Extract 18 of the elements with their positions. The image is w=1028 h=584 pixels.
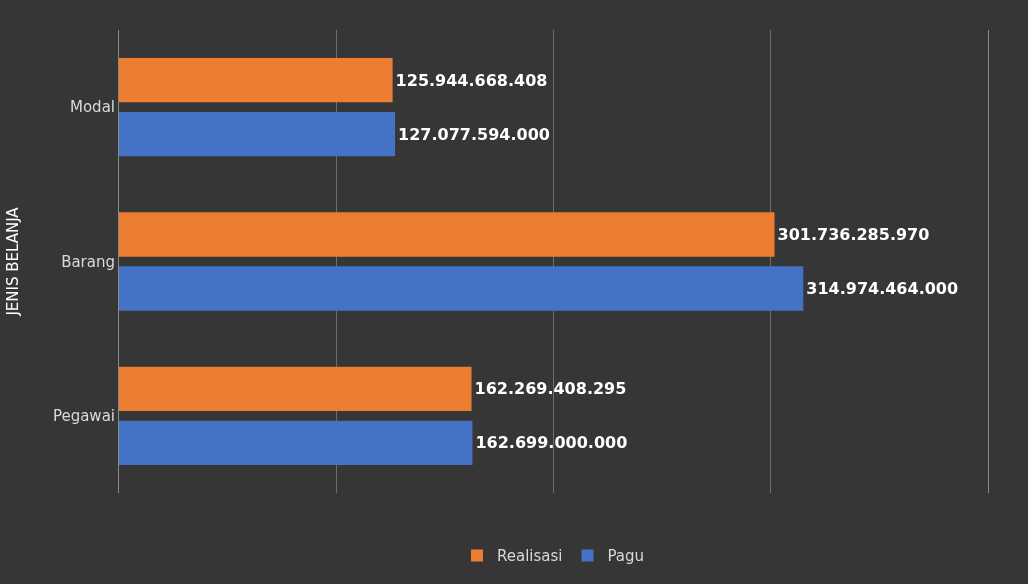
data-label: 125.944.668.408 (395, 70, 548, 90)
data-label: 314.974.464.000 (806, 279, 959, 299)
bar (119, 420, 473, 465)
bar (119, 112, 396, 157)
bar (119, 58, 393, 103)
data-label: 162.699.000.000 (475, 433, 628, 453)
legend-label: Pagu (607, 547, 645, 566)
data-label: 127.077.594.000 (398, 124, 550, 144)
y-tick-label: Barang (61, 252, 115, 271)
bar (119, 212, 775, 257)
y-axis-title: JENIS BELANJA (4, 206, 23, 317)
legend-label: Realisasi (497, 547, 563, 566)
y-tick-label: Modal (70, 98, 115, 117)
bar (119, 366, 472, 411)
y-tick-label: Pegawai (52, 407, 115, 426)
bar (119, 266, 804, 311)
data-label: 301.736.285.970 (777, 224, 930, 244)
data-label: 162.269.408.295 (474, 379, 627, 399)
